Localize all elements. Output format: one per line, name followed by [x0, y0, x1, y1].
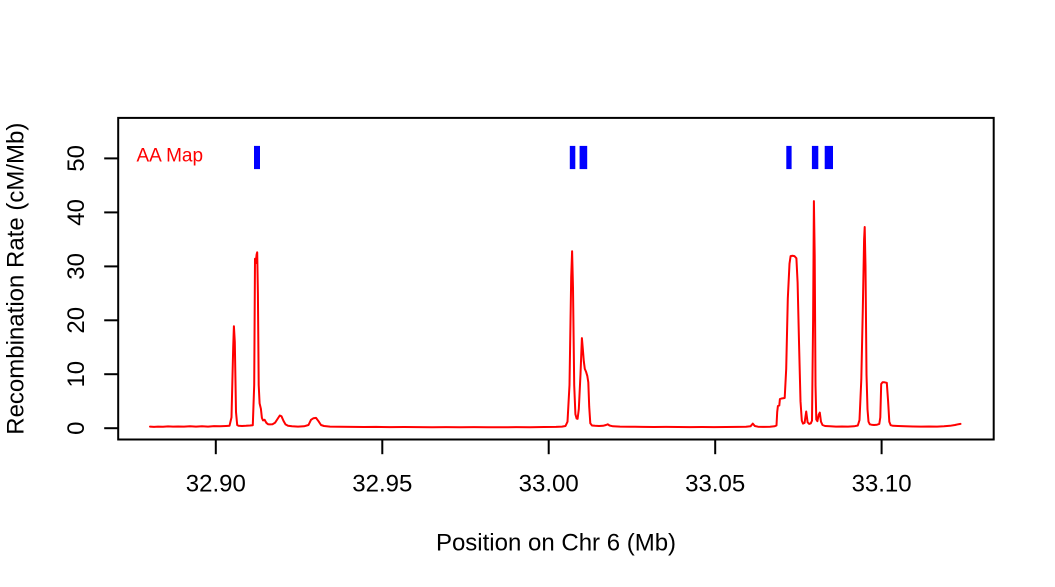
svg-text:Position on Chr 6 (Mb): Position on Chr 6 (Mb) [436, 530, 676, 557]
svg-text:33.05: 33.05 [685, 471, 745, 498]
svg-text:30: 30 [63, 253, 90, 280]
svg-text:20: 20 [63, 307, 90, 334]
svg-text:33.00: 33.00 [519, 471, 579, 498]
svg-text:Recombination Rate (cM/Mb): Recombination Rate (cM/Mb) [3, 123, 30, 435]
svg-text:50: 50 [63, 145, 90, 172]
svg-text:32.95: 32.95 [352, 471, 412, 498]
svg-text:0: 0 [63, 422, 90, 435]
svg-text:40: 40 [63, 199, 90, 226]
svg-text:32.90: 32.90 [186, 471, 246, 498]
svg-text:10: 10 [63, 361, 90, 388]
svg-text:33.10: 33.10 [852, 471, 912, 498]
svg-text:AA Map: AA Map [137, 145, 204, 166]
